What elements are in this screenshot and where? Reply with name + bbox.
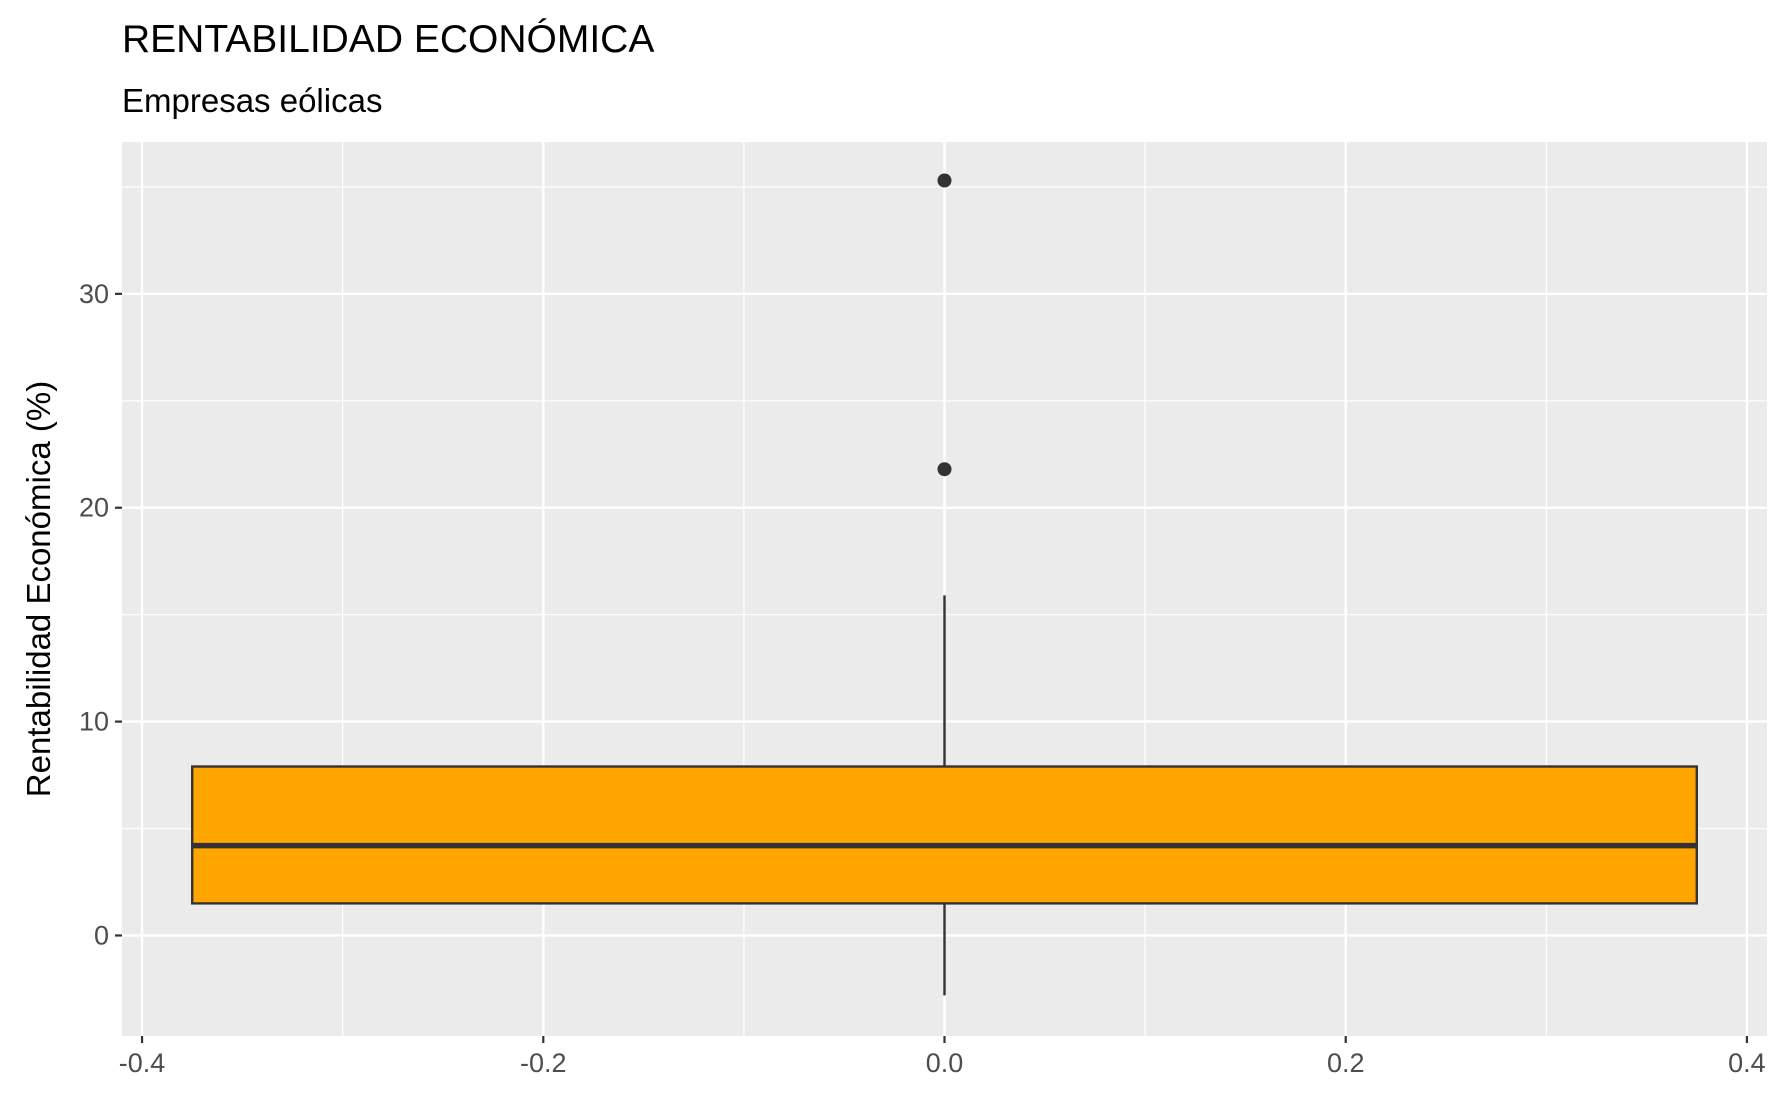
boxplot-group bbox=[191, 595, 1698, 996]
y-tick-label: 10 bbox=[79, 707, 109, 737]
x-tick-label: -0.2 bbox=[520, 1048, 567, 1078]
y-axis: 0 10 20 30 bbox=[79, 279, 122, 950]
chart-subtitle: Empresas eólicas bbox=[122, 82, 382, 119]
box-iqr bbox=[191, 765, 1698, 905]
y-tick-label: 30 bbox=[79, 279, 109, 309]
outliers-group bbox=[937, 173, 952, 477]
x-tick-label: 0.4 bbox=[1728, 1048, 1766, 1078]
x-tick-label: 0.2 bbox=[1327, 1048, 1365, 1078]
y-axis-title: Rentabilidad Económica (%) bbox=[20, 381, 57, 797]
outlier-point bbox=[937, 462, 952, 477]
outlier-point bbox=[937, 173, 952, 188]
y-tick-label: 0 bbox=[94, 920, 109, 950]
x-axis: -0.4 -0.2 0.0 0.2 0.4 bbox=[119, 1036, 1766, 1078]
y-tick-label: 20 bbox=[79, 493, 109, 523]
x-tick-label: -0.4 bbox=[119, 1048, 166, 1078]
chart-title: RENTABILIDAD ECONÓMICA bbox=[122, 18, 654, 61]
x-tick-label: 0.0 bbox=[926, 1048, 964, 1078]
